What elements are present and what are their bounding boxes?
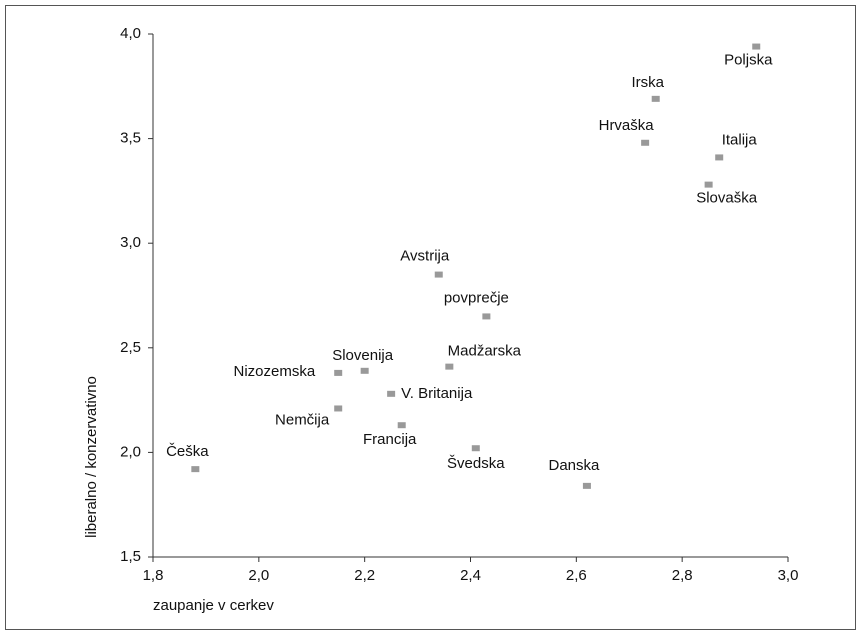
point [752, 43, 761, 50]
point-label: Danska [548, 457, 600, 474]
point-label: Švedska [447, 455, 505, 472]
x-tick-label: 2,6 [566, 567, 587, 584]
point [397, 422, 406, 429]
x-axis-label: zaupanje v cerkev [153, 597, 274, 614]
point [582, 482, 591, 489]
point [191, 466, 200, 473]
point-label: Nizozemska [234, 363, 316, 380]
point [387, 390, 396, 397]
point [334, 369, 343, 376]
point [334, 405, 343, 412]
y-tick-label: 2,5 [120, 339, 141, 356]
point-label: Madžarska [448, 343, 522, 360]
point [434, 271, 443, 278]
point [641, 139, 650, 146]
y-tick-label: 2,0 [120, 443, 141, 460]
point [471, 445, 480, 452]
x-tick-label: 2,0 [248, 567, 269, 584]
x-tick-label: 2,2 [354, 567, 375, 584]
point-label: Francija [363, 431, 417, 448]
point [445, 363, 454, 370]
point [704, 181, 713, 188]
x-tick-label: 3,0 [778, 567, 799, 584]
point-label: Hrvaška [599, 117, 655, 134]
point-label: Češka [166, 443, 209, 460]
x-tick-label: 2,4 [460, 567, 481, 584]
y-tick-label: 3,0 [120, 234, 141, 251]
point-label: Avstrija [400, 248, 450, 265]
y-tick-label: 4,0 [120, 25, 141, 42]
y-tick-label: 1,5 [120, 548, 141, 565]
y-tick-label: 3,5 [120, 130, 141, 147]
point-label: povprečje [444, 289, 509, 306]
point-label: Slovenija [332, 347, 394, 364]
point [715, 154, 724, 161]
y-axis-label: liberalno / konzervativno [83, 376, 100, 538]
point-label: Poljska [724, 52, 773, 69]
point-label: Irska [631, 74, 664, 91]
point-label: Italija [722, 131, 758, 148]
point [651, 95, 660, 102]
point-label: Slovaška [696, 190, 758, 207]
point-label: Nemčija [275, 411, 330, 428]
point-label: V. Britanija [401, 385, 473, 402]
x-tick-label: 1,8 [143, 567, 164, 584]
point [360, 367, 369, 374]
point [482, 313, 491, 320]
x-tick-label: 2,8 [672, 567, 693, 584]
chart-frame [5, 5, 856, 630]
